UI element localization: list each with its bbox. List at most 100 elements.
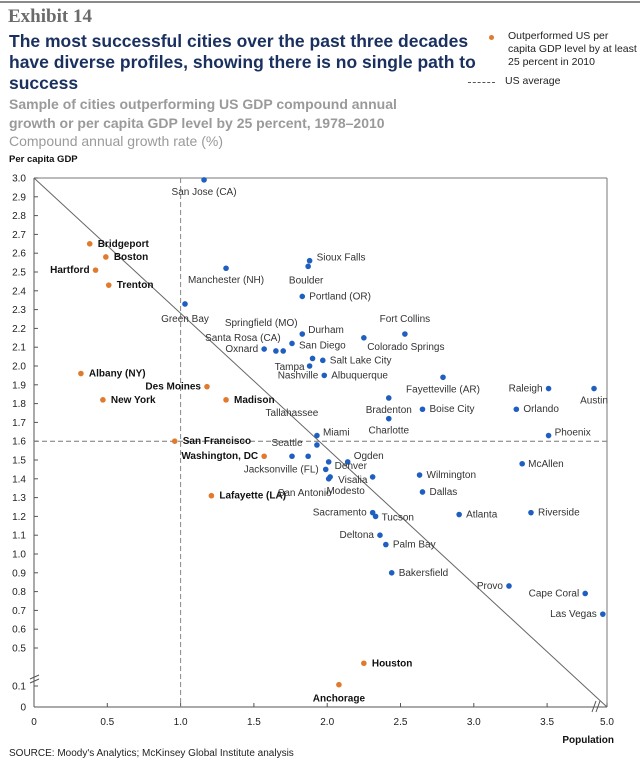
data-point	[600, 611, 606, 617]
point-label: Austin	[580, 396, 608, 407]
point-label: Miami	[323, 428, 350, 439]
x-tick-label: 2.0	[320, 717, 334, 728]
y-tick-label: 2.1	[12, 343, 26, 354]
point-label: Denver	[335, 461, 368, 472]
data-point	[314, 442, 320, 448]
y-tick-label: 2.0	[12, 362, 26, 373]
data-point	[528, 509, 534, 516]
data-point	[361, 660, 367, 667]
point-label: New York	[111, 395, 156, 406]
point-label: McAllen	[528, 459, 564, 470]
data-point	[273, 348, 279, 354]
x-tick-label: 2.5	[394, 717, 408, 728]
y-tick-label: 2.2	[12, 324, 26, 335]
point-label: Las Vegas	[550, 609, 597, 620]
y-tick-label: 2.3	[12, 305, 26, 316]
data-point	[103, 254, 109, 260]
data-point	[456, 511, 462, 518]
data-point	[320, 357, 326, 364]
legend-item-outperformed: Outperformed US per capita GDP level by …	[468, 30, 638, 69]
y-tick-label: 0.8	[12, 587, 26, 598]
point-label: Boise City	[429, 404, 474, 415]
x-tick-label: 5.0	[600, 717, 614, 728]
y-tick-label: 1.0	[12, 550, 26, 561]
data-point	[325, 476, 332, 482]
y-axis-title: Per capita GDP	[9, 154, 78, 165]
legend-label-outperformed: Outperformed US per capita GDP level by …	[508, 30, 637, 68]
data-point	[402, 331, 408, 337]
point-label: Madison	[234, 395, 275, 406]
y-tick-label: 0.5	[12, 644, 26, 655]
point-label: Bradenton	[366, 405, 412, 416]
y-tick-label: 0.1	[12, 682, 26, 693]
point-label: Riverside	[538, 508, 580, 519]
point-label: Tampa	[275, 362, 305, 373]
data-point	[171, 438, 178, 445]
data-point	[92, 267, 99, 273]
axes: 0 0.1 0.5 0.6 0.7 0.8 0.9 1.0 1.1 1.2 1.3 1.4 1.5 1.6…	[12, 174, 614, 729]
y-tick-label: 1.7	[12, 418, 26, 429]
data-point	[545, 432, 552, 439]
data-point	[545, 385, 552, 392]
x-tick-label: 3.5	[540, 717, 554, 728]
unit-label: Compound annual growth rate (%)	[9, 133, 224, 149]
y-tick-label: 1.8	[12, 399, 26, 410]
point-label: Charlotte	[368, 426, 409, 437]
data-point	[305, 453, 311, 460]
point-label: Seattle	[271, 438, 303, 449]
data-point	[513, 406, 520, 413]
y-tick-label: 2.5	[12, 268, 26, 279]
point-label: Houston	[372, 658, 413, 669]
point-label: Fort Collins	[380, 314, 431, 325]
data-point	[78, 370, 84, 377]
data-point	[208, 492, 215, 499]
data-point	[299, 331, 306, 337]
data-point	[506, 583, 512, 589]
point-label: San Jose (CA)	[172, 187, 237, 198]
y-tick-label: 1.6	[12, 437, 26, 448]
point-label: Salt Lake City	[330, 355, 392, 366]
data-point	[440, 374, 446, 381]
y-axis-break-icon	[29, 674, 40, 684]
point-label: Orlando	[523, 404, 559, 415]
y-tick-label: 1.2	[12, 512, 26, 523]
data-point	[182, 301, 188, 307]
chart-title: The most successful cities over the past…	[9, 31, 476, 93]
exhibit-label: Exhibit 14	[8, 6, 92, 27]
data-point	[385, 395, 392, 401]
x-tick-label: 0	[31, 717, 37, 728]
point-label: Boulder	[289, 275, 324, 286]
point-label: Bridgeport	[98, 239, 150, 250]
point-label: Boston	[114, 252, 148, 263]
point-label: Albany (NY)	[89, 369, 146, 380]
point-label: Hartford	[50, 265, 89, 276]
reference-lines	[33, 177, 608, 708]
point-label: Albuquerque	[331, 370, 388, 381]
y-tick-label: 1.1	[12, 531, 26, 542]
point-label: Santa Rosa (CA)	[205, 333, 281, 344]
data-point	[306, 363, 313, 369]
data-point	[344, 459, 351, 465]
point-label: Tucson	[382, 512, 414, 523]
y-tick-label: 3.0	[12, 174, 26, 185]
point-label: Phoenix	[555, 428, 591, 439]
x-tick-label: 1.5	[247, 717, 261, 728]
point-label: Portland (OR)	[309, 291, 371, 302]
data-points	[78, 177, 606, 688]
point-label: Wilmington	[427, 470, 476, 481]
data-point	[261, 346, 267, 352]
data-point	[383, 541, 389, 548]
legend-item-us-average: US average	[468, 75, 638, 88]
point-label: Dallas	[429, 487, 457, 498]
point-labels: Bridgeport Boston Hartford Trenton Albany (N…	[50, 187, 608, 705]
point-label: Manchester (NH)	[188, 275, 264, 286]
data-point	[322, 466, 329, 473]
point-label: Tallahassee	[266, 408, 319, 419]
point-label: Anchorage	[313, 694, 366, 705]
point-label: Sacramento	[313, 508, 367, 519]
x-tick-label: 3.0	[467, 717, 481, 728]
y-tick-label: 0.9	[12, 568, 26, 579]
point-label: Modesto	[326, 486, 365, 497]
point-label: Bakersfield	[399, 568, 448, 579]
